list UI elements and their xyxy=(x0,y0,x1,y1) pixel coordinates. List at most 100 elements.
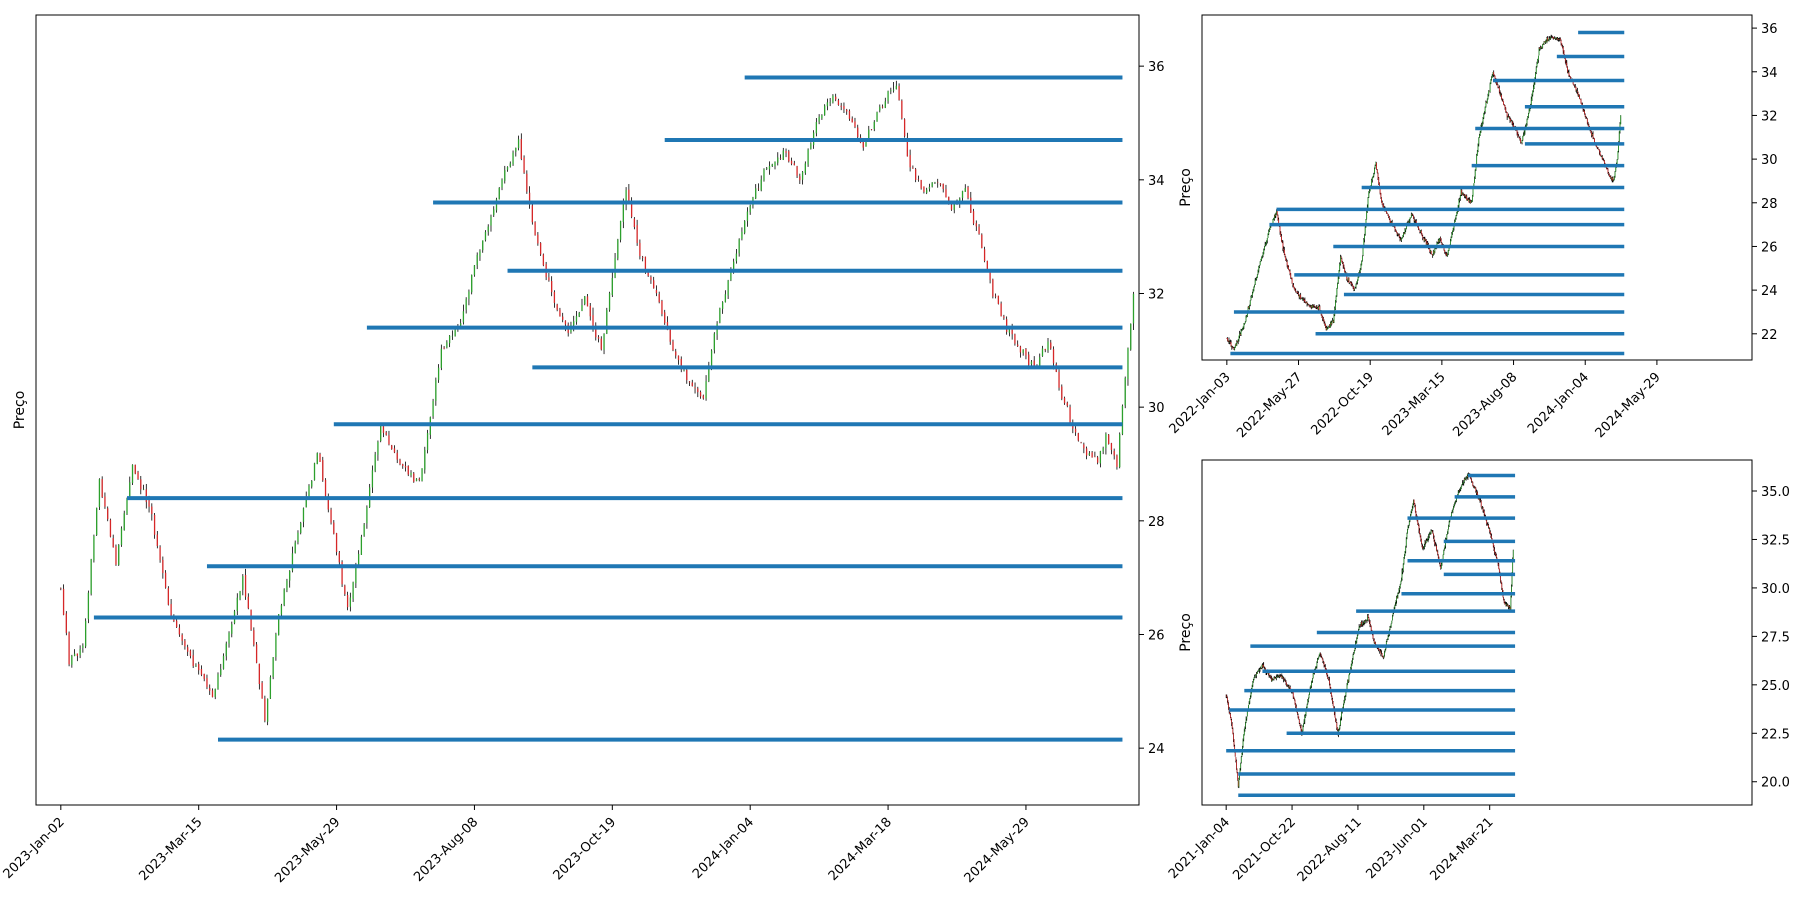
candle xyxy=(264,695,266,723)
candle xyxy=(523,155,525,174)
candle xyxy=(961,190,964,201)
candle xyxy=(939,183,942,187)
x-tick-label: 2023-Aug-08 xyxy=(411,815,481,885)
candle xyxy=(1303,297,1304,301)
candle xyxy=(454,328,456,337)
candle xyxy=(1261,256,1263,261)
candle xyxy=(1340,718,1341,726)
candle xyxy=(1272,678,1274,681)
candle xyxy=(258,663,261,690)
candle xyxy=(1550,36,1551,40)
candle xyxy=(1391,620,1393,624)
candle xyxy=(333,520,335,535)
candle xyxy=(1342,261,1343,264)
candle xyxy=(688,381,691,386)
candle xyxy=(1603,159,1605,165)
candle xyxy=(1066,401,1068,408)
candle xyxy=(1549,36,1551,40)
candle xyxy=(175,618,178,628)
candle xyxy=(228,631,230,648)
candle xyxy=(189,649,192,659)
candle xyxy=(195,663,197,668)
candle xyxy=(1427,536,1429,543)
y-tick-label: 22 xyxy=(1761,328,1778,343)
candle xyxy=(584,295,586,306)
candle xyxy=(1404,551,1406,556)
candle xyxy=(1294,699,1296,705)
candle xyxy=(1269,675,1271,678)
candle xyxy=(1577,91,1579,97)
price-levels xyxy=(1230,30,1625,356)
candle xyxy=(1237,780,1239,788)
candle xyxy=(369,483,371,508)
candle xyxy=(446,340,448,349)
plot-frame xyxy=(1201,14,1753,361)
candle xyxy=(360,534,363,555)
candle xyxy=(1443,549,1445,555)
candle xyxy=(1593,137,1595,140)
candle xyxy=(1245,716,1247,724)
candle xyxy=(1432,249,1434,256)
candle xyxy=(1422,234,1424,241)
candle xyxy=(1556,37,1558,40)
candle xyxy=(782,147,784,161)
candle xyxy=(1091,450,1093,458)
candle xyxy=(1535,71,1536,80)
candle xyxy=(1318,303,1320,307)
candle xyxy=(1306,301,1308,307)
candle xyxy=(1402,563,1404,573)
candle xyxy=(1381,650,1382,655)
candle xyxy=(1548,36,1550,42)
candle xyxy=(1400,580,1402,585)
candle xyxy=(1231,718,1233,727)
candle xyxy=(236,593,238,616)
candle xyxy=(1508,606,1509,610)
candle xyxy=(1475,489,1477,495)
candle xyxy=(1411,509,1413,514)
candle xyxy=(1392,613,1394,617)
candle xyxy=(1259,261,1261,266)
candle xyxy=(1347,277,1349,283)
candle xyxy=(1533,84,1534,93)
candle xyxy=(1398,592,1399,594)
candle xyxy=(1039,353,1041,367)
candle xyxy=(1557,38,1559,42)
candle xyxy=(1352,653,1354,660)
candle xyxy=(1379,649,1381,654)
candle xyxy=(1432,530,1434,534)
candle xyxy=(1102,446,1104,455)
candle xyxy=(1003,314,1005,320)
candle xyxy=(1362,620,1364,627)
candle xyxy=(1458,198,1460,208)
candle xyxy=(1108,433,1110,445)
candle xyxy=(630,197,633,219)
candle xyxy=(829,97,831,107)
candle xyxy=(857,124,859,140)
candle xyxy=(1398,588,1400,594)
candle xyxy=(1368,617,1370,622)
candle xyxy=(1242,327,1243,331)
candle xyxy=(388,430,390,446)
candle xyxy=(1262,663,1263,669)
y-tick-label: 30.0 xyxy=(1761,582,1790,597)
candle xyxy=(1330,691,1332,697)
candle xyxy=(1244,323,1245,325)
candle xyxy=(1458,490,1460,494)
candle xyxy=(275,632,277,661)
candle xyxy=(294,540,296,554)
candle xyxy=(1448,524,1449,530)
candle xyxy=(1347,279,1348,283)
y-tick-label: 32 xyxy=(1761,109,1778,124)
candle xyxy=(71,654,73,668)
candle xyxy=(1284,253,1286,258)
candle xyxy=(721,301,724,314)
candle xyxy=(396,449,398,464)
candle xyxy=(1444,545,1446,550)
candle xyxy=(440,344,443,371)
candle xyxy=(1377,172,1379,181)
candle xyxy=(1456,211,1458,216)
candle xyxy=(1454,502,1456,507)
candle xyxy=(1531,93,1533,101)
candle xyxy=(1233,732,1234,742)
